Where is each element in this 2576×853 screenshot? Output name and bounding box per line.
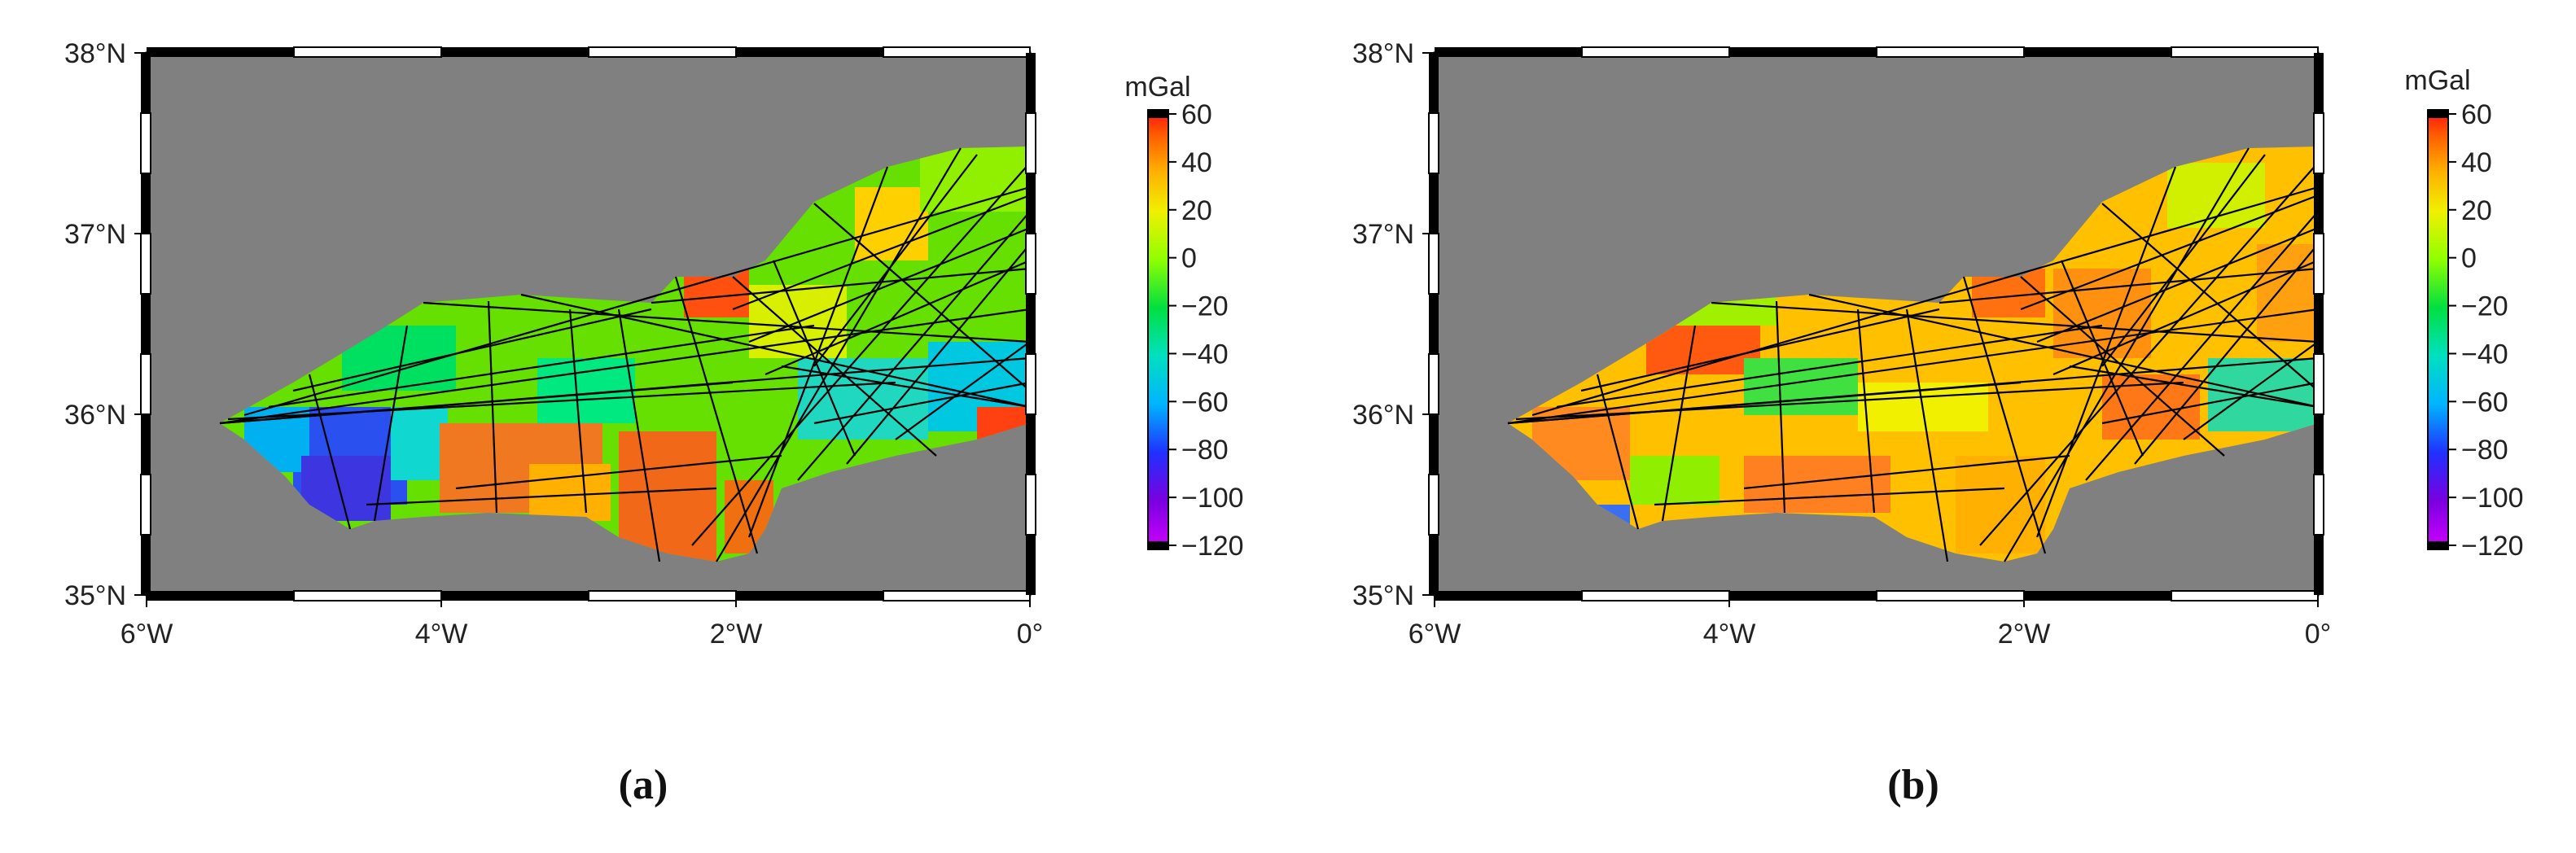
lon-label-2w: 2°W [1998, 619, 2051, 650]
lat-label-37: 37°N [1352, 219, 1414, 250]
gravity-anomaly-map-b: 38°N 37°N 36°N 35°N 6°W 4°W 2°W 0° mGal … [1352, 38, 2524, 650]
colorbar-a: mGal 60 40 20 0 −20 −40 −60 −80 −100 −120 [1124, 72, 1243, 562]
colorbar-tick-label: 20 [2461, 195, 2492, 226]
caption-a: (a) [618, 762, 668, 808]
colorbar-tick-label: 60 [2461, 99, 2492, 130]
colorbar-unit: mGal [1124, 72, 1190, 103]
lon-label-0: 0° [1017, 619, 1044, 650]
colorbar-tick-label: −100 [1181, 483, 1244, 514]
colorbar-tick-label: −120 [2461, 531, 2524, 562]
colorbar-tick-label: −80 [1181, 435, 1229, 466]
lat-label-35: 35°N [1352, 580, 1414, 611]
colorbar-tick-label: 20 [1181, 195, 1212, 226]
caption-b: (b) [1887, 762, 1939, 808]
colorbar-tick-label: 40 [1181, 147, 1212, 178]
lat-label-38: 38°N [64, 38, 126, 69]
lat-label-36: 36°N [1352, 400, 1414, 431]
colorbar-tick-label: −60 [1181, 387, 1229, 418]
colorbar-tick-label: 0 [2461, 243, 2477, 274]
lat-label-36: 36°N [64, 400, 126, 431]
colorbar-tick-label: −60 [2461, 387, 2508, 418]
colorbar-tick-label: −120 [1181, 531, 1244, 562]
lon-label-6w: 6°W [1408, 619, 1461, 650]
colorbar-tick-label: −20 [1181, 291, 1229, 322]
colorbar-tick-label: −80 [2461, 435, 2508, 466]
map-panel-a: 38°N 37°N 36°N 35°N 6°W 4°W 2°W 0° mGal … [64, 38, 1244, 808]
colorbar-tick-label: −100 [2461, 483, 2524, 514]
lat-label-38: 38°N [1352, 38, 1414, 69]
lon-label-2w: 2°W [710, 619, 763, 650]
lon-label-4w: 4°W [1703, 619, 1756, 650]
lon-label-4w: 4°W [415, 619, 468, 650]
colorbar-tick-label: −40 [1181, 339, 1229, 370]
colorbar-tick-label: −20 [2461, 291, 2508, 322]
ship-tracks-a [219, 147, 1031, 562]
lat-label-37: 37°N [64, 219, 126, 250]
map-panel-b: 38°N 37°N 36°N 35°N 6°W 4°W 2°W 0° mGal … [1288, 0, 2576, 853]
lon-label-0: 0° [2305, 619, 2332, 650]
ship-tracks-b [1507, 147, 2319, 562]
colorbar-tick-label: 60 [1181, 99, 1212, 130]
colorbar-tick-label: 0 [1181, 243, 1197, 274]
map-frame-a [134, 46, 1036, 607]
map-frame-b [1422, 46, 2324, 607]
colorbar-tick-label: 40 [2461, 147, 2492, 178]
gravity-anomaly-map-a: 38°N 37°N 36°N 35°N 6°W 4°W 2°W 0° mGal … [64, 38, 1244, 650]
colorbar-unit: mGal [2404, 65, 2470, 96]
colorbar-b: mGal 60 40 20 0 −20 −40 −60 −80 −100 −120 [2404, 65, 2523, 562]
lat-label-35: 35°N [64, 580, 126, 611]
lon-label-6w: 6°W [120, 619, 173, 650]
colorbar-tick-label: −40 [2461, 339, 2508, 370]
